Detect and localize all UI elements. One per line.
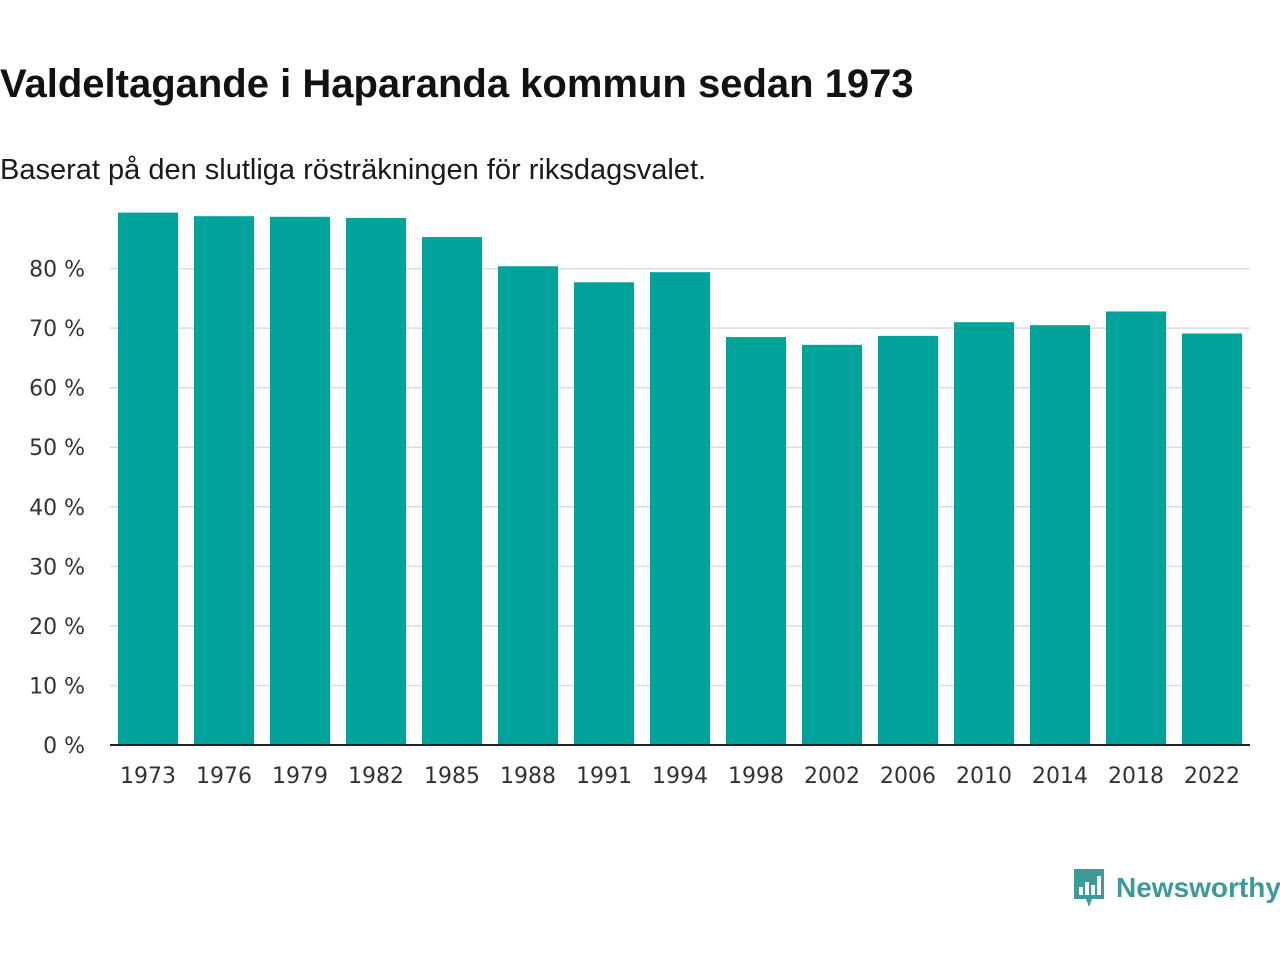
x-tick-label: 1988 (500, 764, 556, 789)
newsworthy-chart-bubble-icon (1074, 869, 1104, 907)
y-tick-label: 70 % (29, 317, 85, 342)
x-tick-label: 2010 (956, 764, 1012, 789)
bar-1976 (194, 216, 254, 745)
x-tick-label: 1979 (272, 764, 328, 789)
x-tick-label: 1994 (652, 764, 708, 789)
x-tick-label: 2014 (1032, 764, 1088, 789)
y-axis-ticks: 0 % 10 % 20 % 30 % 40 % 50 % 60 % 70 % 80 % (29, 258, 85, 759)
bar-1988 (498, 266, 558, 745)
y-tick-label: 60 % (29, 377, 85, 402)
bar-1994 (650, 272, 710, 745)
x-tick-label: 2006 (880, 764, 936, 789)
bar-1979 (270, 216, 330, 746)
y-tick-label: 10 % (29, 674, 85, 699)
x-tick-label: 2002 (804, 764, 860, 789)
y-tick-label: 30 % (29, 555, 85, 580)
bar-2022 (1182, 333, 1242, 745)
x-tick-label: 1976 (196, 764, 252, 789)
x-tick-label: 2018 (1108, 764, 1164, 789)
bar-1991 (574, 282, 634, 745)
y-tick-label: 80 % (29, 258, 85, 283)
chart-subtitle: Baserat på den slutliga rösträkningen fö… (0, 154, 707, 186)
x-tick-label: 1982 (348, 764, 404, 789)
x-tick-label: 1991 (576, 764, 632, 789)
y-tick-label: 40 % (29, 496, 85, 521)
bar-2018 (1106, 311, 1166, 745)
bar-2006 (878, 335, 938, 745)
bar-1985 (422, 237, 482, 746)
y-tick-label: 0 % (43, 734, 85, 759)
x-tick-label: 1998 (728, 764, 784, 789)
x-tick-label: 1985 (424, 764, 480, 789)
logo-text: Newsworthy (1116, 872, 1280, 903)
y-tick-label: 50 % (29, 436, 85, 461)
x-tick-label: 1973 (120, 764, 176, 789)
y-tick-label: 20 % (29, 615, 85, 640)
bar-1998 (726, 337, 786, 745)
bar-2002 (802, 344, 862, 745)
bars (118, 212, 1242, 746)
bar-2010 (954, 322, 1014, 745)
newsworthy-logo: Newsworthy (1072, 866, 1280, 910)
x-axis-ticks: 1973 1976 1979 1982 1985 1988 1991 1994 1998 2002… (120, 764, 1240, 789)
bar-1982 (346, 217, 406, 745)
bar-2014 (1030, 325, 1090, 745)
bar-1973 (118, 212, 178, 745)
x-tick-label: 2022 (1184, 764, 1240, 789)
chart-title: Valdeltagande i Haparanda kommun sedan 1… (0, 62, 914, 106)
